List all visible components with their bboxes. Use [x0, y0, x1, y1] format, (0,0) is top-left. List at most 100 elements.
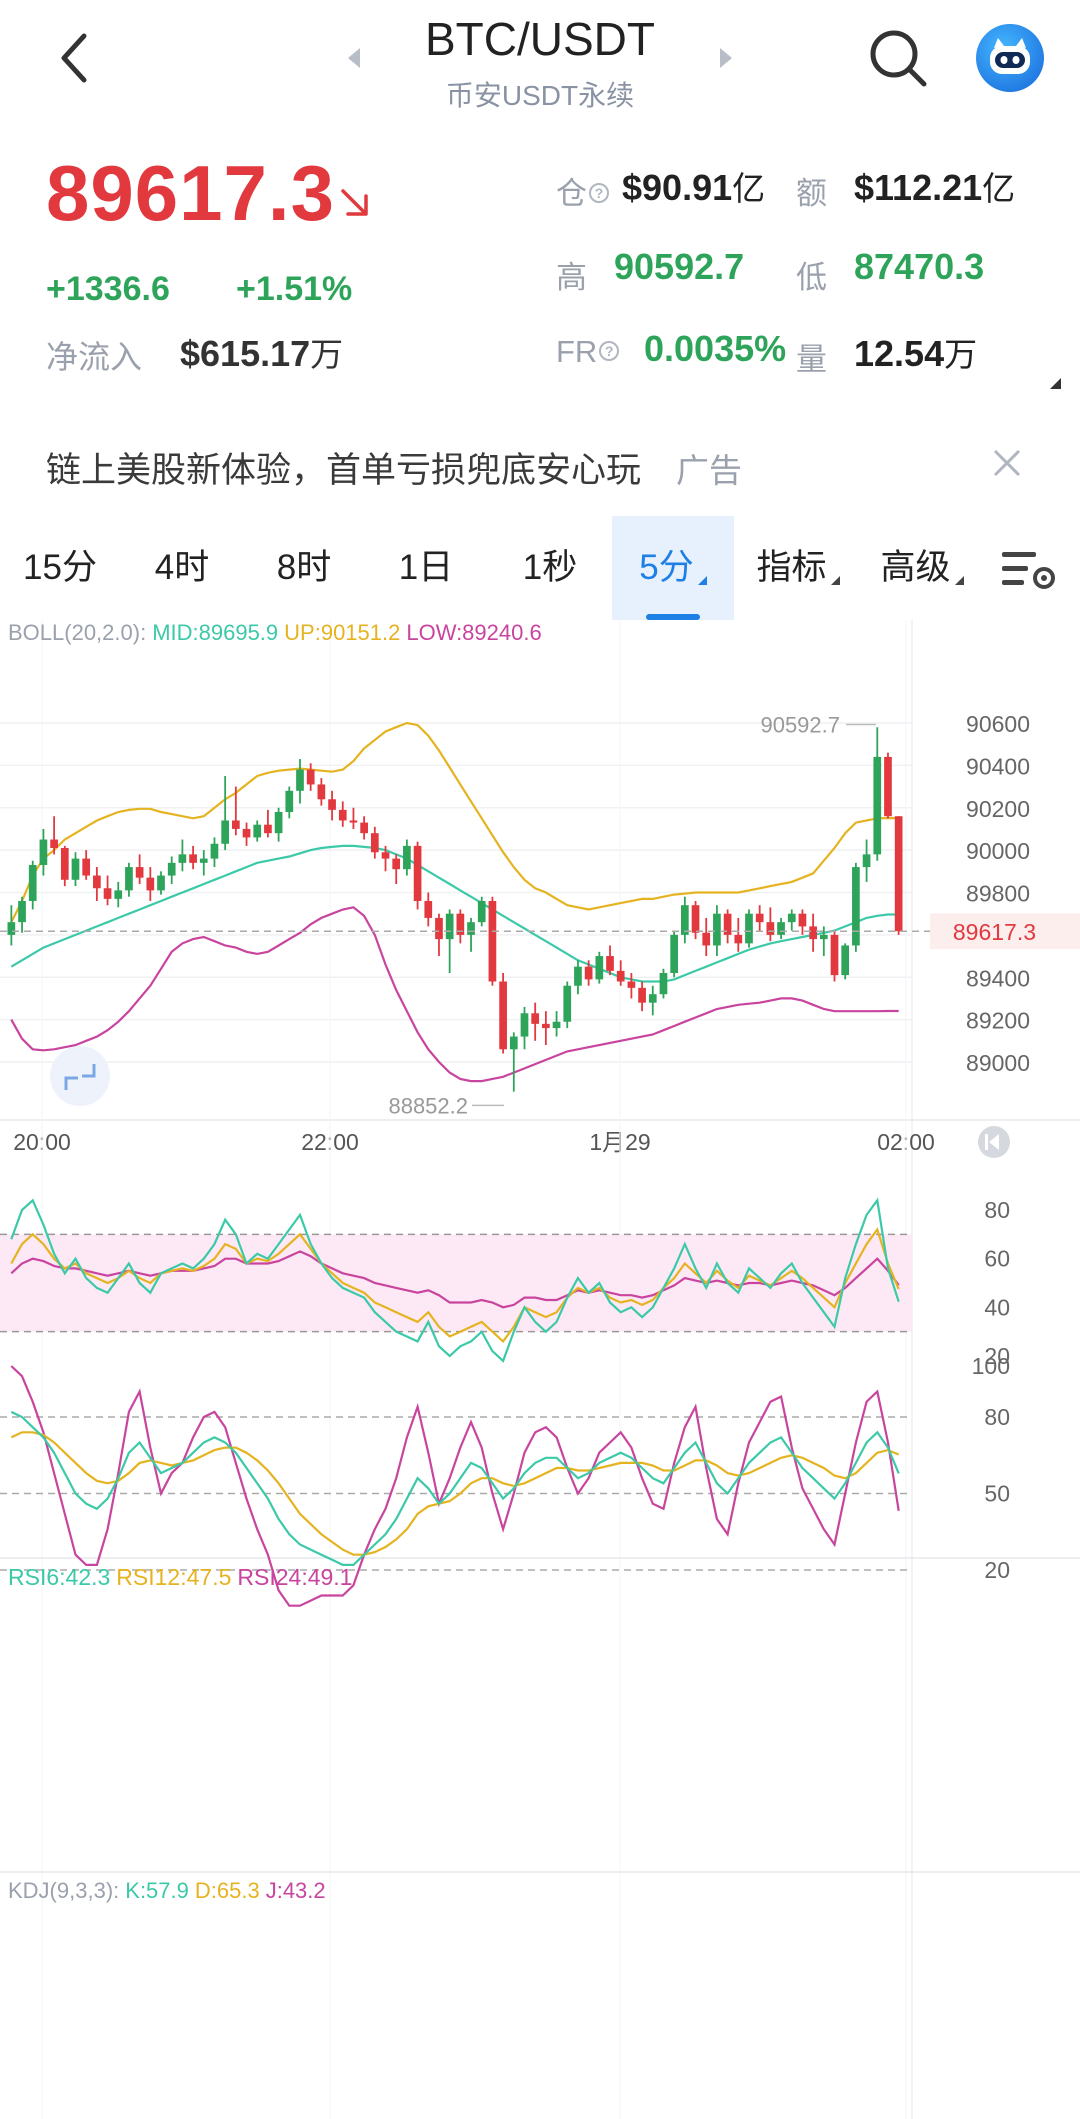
rsi-legend: RSI6:42.3 RSI12:47.5 RSI24:49.1	[8, 1564, 358, 1591]
tab-indicators[interactable]: 指标	[746, 516, 850, 620]
candle	[477, 896, 486, 927]
candle-body	[146, 877, 155, 891]
candle-body	[285, 790, 294, 812]
tab-8h[interactable]: 8时	[276, 548, 332, 587]
high-label: 高	[556, 260, 587, 295]
candle	[542, 1011, 550, 1046]
candle-body	[552, 1021, 561, 1029]
boll-low-value: LOW:89240.6	[406, 620, 542, 645]
active-tab-indicator	[646, 614, 700, 620]
candle	[360, 816, 368, 840]
candle	[509, 1032, 518, 1092]
tab-advanced[interactable]: 高级	[870, 516, 974, 620]
close-icon[interactable]	[990, 446, 1024, 480]
candle-body	[595, 956, 604, 980]
prev-pair-icon[interactable]	[344, 44, 364, 72]
candle-body	[370, 833, 379, 853]
candle-body	[392, 858, 401, 870]
candle-body	[210, 843, 219, 859]
help-icon[interactable]: ?	[589, 183, 609, 203]
candle	[125, 862, 133, 897]
dropdown-triangle-icon	[954, 576, 964, 585]
net-inflow-label: 净流入	[46, 339, 143, 375]
candle-body	[39, 839, 48, 865]
tab-15m[interactable]: 15分	[23, 548, 97, 587]
candle-body	[659, 973, 668, 995]
candle	[606, 945, 614, 976]
kline-chart-svg[interactable]: 8900089200894008960089800900009020090400…	[0, 620, 1080, 2119]
chart-settings-icon[interactable]	[1000, 548, 1058, 592]
candle-body	[627, 981, 636, 988]
rsi-tick-label: 40	[984, 1294, 1010, 1320]
candle	[146, 867, 155, 901]
back-arrow-icon[interactable]	[50, 28, 100, 88]
pair-title[interactable]: BTC/USDT	[425, 13, 655, 65]
arrow-down-right-icon	[341, 189, 368, 216]
candle-body	[509, 1036, 518, 1050]
candle-body	[745, 913, 753, 944]
candle-body	[702, 932, 711, 946]
candle	[71, 852, 80, 887]
candle-body	[317, 784, 326, 800]
candle-body	[253, 824, 262, 838]
candle	[413, 841, 422, 910]
ad-banner-text[interactable]: 链上美股新体验，首单亏损兜底安心玩	[46, 451, 642, 490]
price-tick-label: 90200	[966, 796, 1030, 822]
candle	[745, 909, 753, 948]
last-price: 89617.3	[46, 149, 335, 237]
robot-avatar-icon[interactable]	[976, 24, 1044, 92]
candle	[296, 759, 304, 804]
candle-body	[841, 945, 850, 976]
expand-corner-icon[interactable]	[1050, 378, 1061, 389]
candle	[659, 968, 668, 999]
help-icon[interactable]: ?	[599, 341, 620, 361]
price-change-pct: +1.51%	[236, 270, 353, 308]
tab-1d[interactable]: 1日	[398, 548, 454, 587]
candle-body	[884, 756, 892, 817]
open-interest-label[interactable]: 仓?	[556, 168, 609, 213]
candle-body	[894, 816, 903, 932]
price-tick-label: 89000	[966, 1050, 1030, 1076]
exchange-subtitle: 币安USDT永续	[445, 80, 635, 111]
candle-body	[477, 900, 486, 923]
tab-4h[interactable]: 4时	[154, 548, 210, 587]
candle-body	[424, 900, 433, 918]
candle	[755, 905, 764, 931]
candle-body	[381, 852, 390, 859]
rsi-tick-label: 80	[984, 1197, 1010, 1223]
kdj-k-value: K:57.9	[125, 1878, 189, 1903]
candle-body	[787, 913, 796, 923]
low-value: 87470.3	[854, 246, 985, 287]
candle	[338, 801, 347, 827]
candle	[798, 909, 807, 935]
candle-body	[157, 875, 165, 891]
price-change: +1336.6	[46, 270, 170, 308]
candle-body	[28, 864, 37, 901]
candle	[7, 905, 16, 946]
rsi-tick-label: 20	[984, 1343, 1010, 1369]
candle-body	[338, 809, 347, 821]
candle	[328, 790, 336, 821]
search-icon[interactable]	[866, 26, 930, 90]
candle	[392, 854, 401, 885]
candle	[787, 909, 796, 931]
candle	[552, 1011, 561, 1037]
candle-body	[563, 985, 572, 1022]
candle	[317, 778, 326, 806]
funding-rate-value: 0.0035%	[644, 328, 787, 369]
candle	[306, 763, 315, 791]
kline-chart[interactable]: 8900089200894008960089800900009020090400…	[0, 620, 1080, 2119]
candle-body	[445, 913, 454, 940]
candle-body	[60, 848, 69, 880]
candle	[766, 907, 775, 942]
candle-body	[830, 934, 839, 976]
funding-rate-label[interactable]: FR?	[556, 334, 620, 370]
tab-5m[interactable]: 5分	[612, 516, 734, 620]
candle	[499, 973, 507, 1054]
candle	[210, 837, 219, 868]
tab-1s[interactable]: 1秒	[522, 548, 578, 587]
candle-body	[499, 981, 507, 1050]
next-pair-icon[interactable]	[716, 44, 736, 72]
candle-body	[413, 845, 422, 901]
candle	[50, 816, 58, 855]
